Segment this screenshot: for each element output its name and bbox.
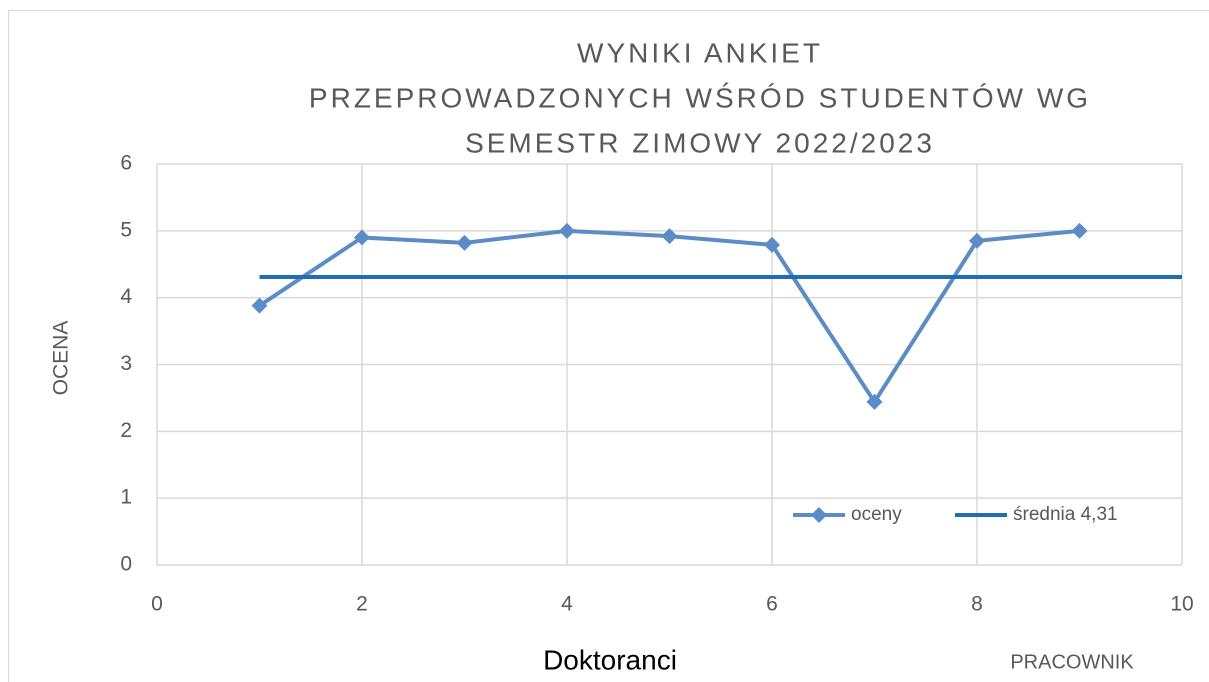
marker: [559, 222, 575, 239]
marker: [764, 236, 780, 253]
x-axis-label: PRACOWNIK: [1010, 651, 1134, 673]
chart-border: [8, 10, 1209, 682]
y-axis-label: OCENA: [50, 321, 73, 396]
marker: [1071, 222, 1088, 239]
x-tick-label: 8: [971, 593, 983, 616]
x-tick-label: 2: [356, 593, 368, 616]
y-tick-label: 5: [120, 218, 132, 241]
legend-label: średnia 4,31: [1013, 504, 1118, 525]
marker: [251, 297, 268, 314]
x-tick-label: 4: [561, 593, 573, 616]
series-line: [258, 228, 1080, 404]
marker: [661, 228, 678, 245]
chart-title: WYNIKI ANKIET: [577, 37, 823, 68]
x-tick-label: 10: [1170, 593, 1193, 616]
y-tick-label: 3: [120, 352, 132, 375]
marker: [866, 393, 883, 410]
marker: [969, 232, 985, 249]
legend-marker: [811, 507, 827, 523]
x-tick-label: 0: [151, 593, 163, 616]
chart-title: SEMESTR ZIMOWY 2022/2023: [465, 127, 935, 158]
marker: [354, 229, 370, 246]
marker: [456, 234, 473, 251]
y-tick-label: 4: [120, 285, 132, 308]
y-tick-label: 0: [120, 553, 132, 576]
chart-title: PRZEPROWADZONYCH WŚRÓD STUDENTÓW WG: [309, 81, 1091, 113]
y-tick-label: 1: [120, 486, 132, 509]
x-tick-label: 6: [766, 593, 778, 616]
y-tick-label: 2: [120, 419, 132, 442]
y-tick-label: 6: [120, 152, 132, 175]
legend-label: oceny: [851, 504, 902, 525]
caption: Doktoranci: [543, 644, 677, 675]
